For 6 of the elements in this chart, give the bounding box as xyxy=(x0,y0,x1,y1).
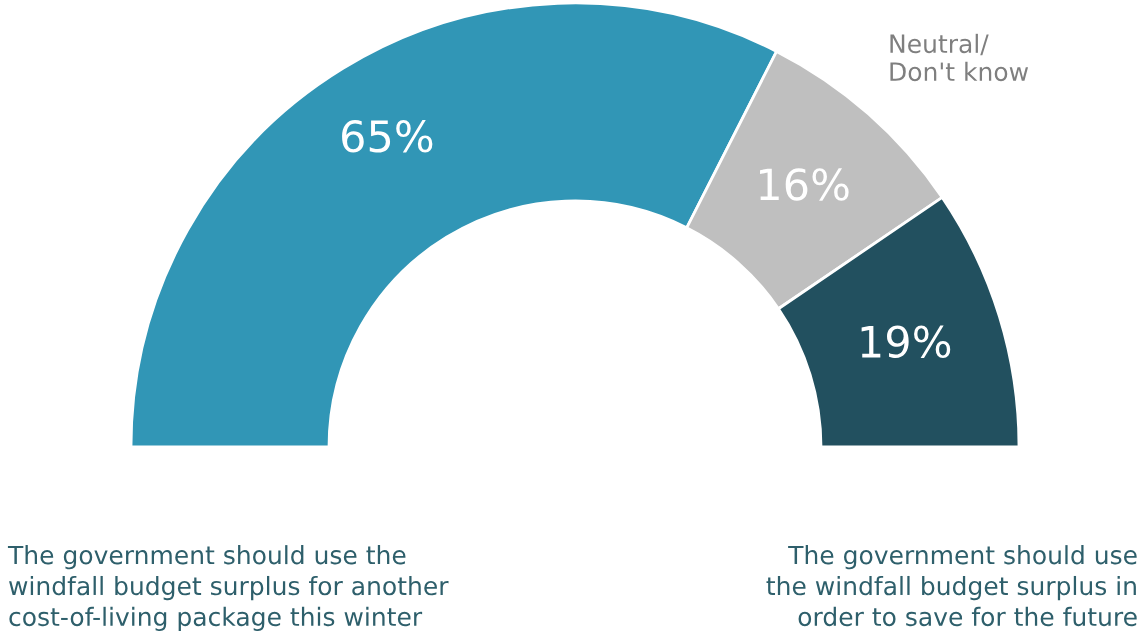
data-label: 16% xyxy=(760,168,849,201)
data-label: 65% xyxy=(342,119,433,153)
text: The government should use the windfall budget surplus in order to save for the future xyxy=(766,545,1137,627)
data-label: 19% xyxy=(861,325,951,359)
text: The government should use the windfall budget surplus for another cost-of-living package this winter xyxy=(7,545,449,631)
slice-label: Neutral/ Don't know xyxy=(890,33,1029,82)
